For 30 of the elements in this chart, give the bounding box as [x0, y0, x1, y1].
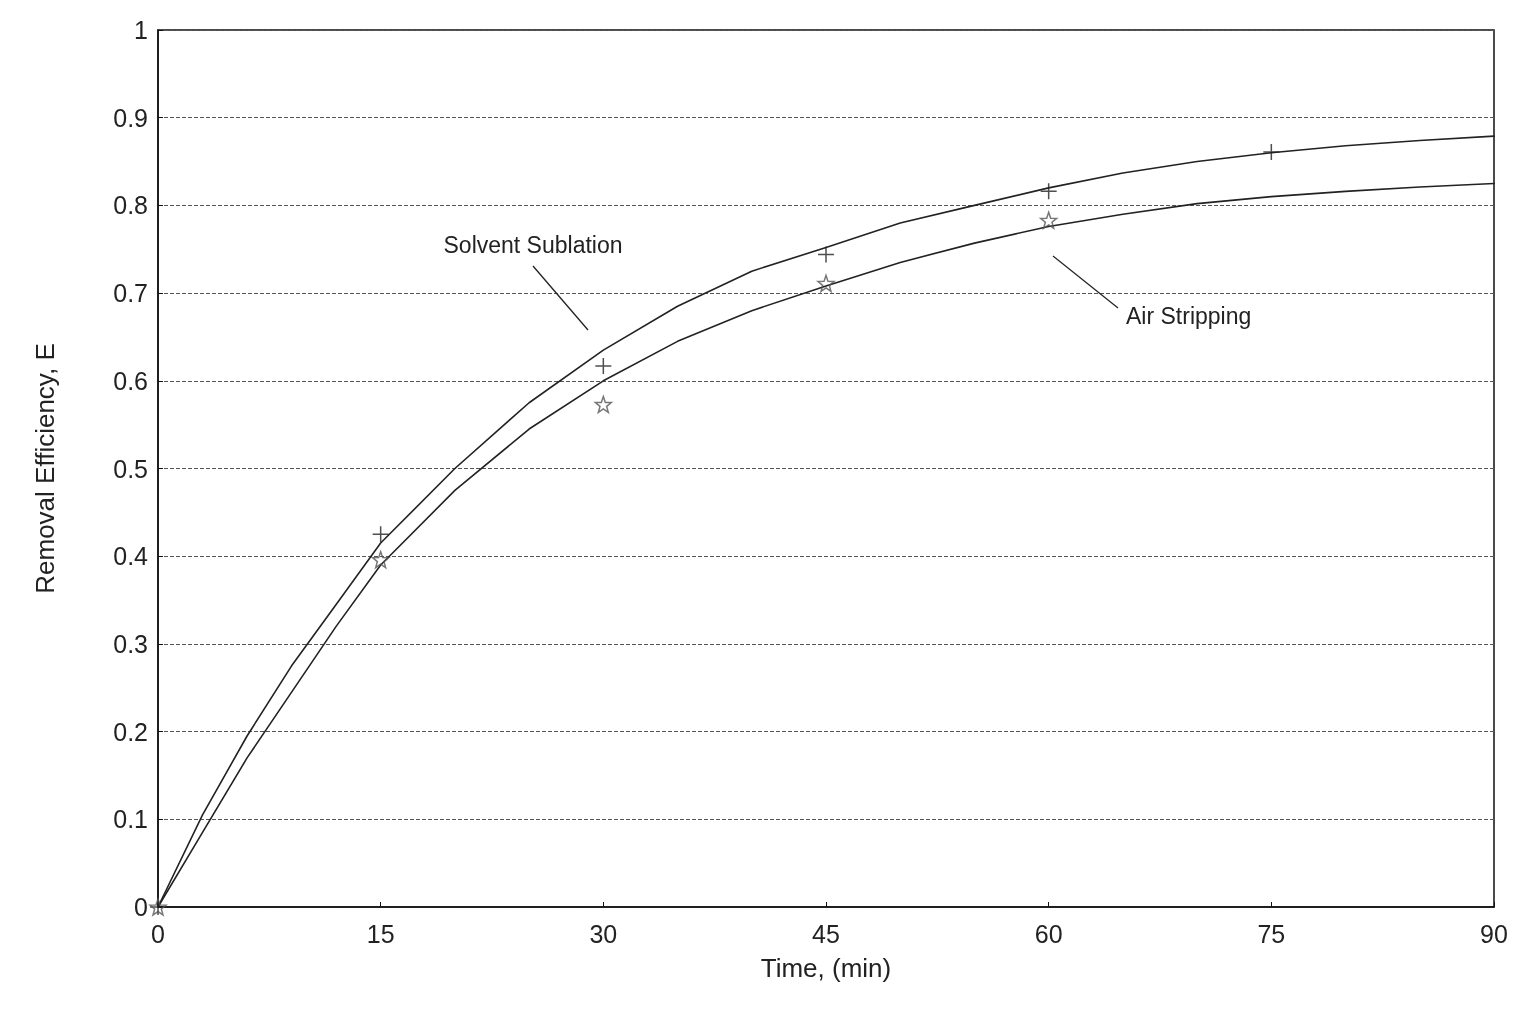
y-tick-label: 0.6: [113, 366, 148, 395]
point: [594, 357, 613, 375]
y-tick-label: 0.8: [113, 191, 148, 220]
y-tick-label: 0.5: [113, 454, 148, 483]
y-axis-title: Removal Efficiency, E: [30, 343, 60, 594]
x-tick-label: 15: [366, 919, 395, 948]
annotation: Air Stripping: [1126, 303, 1252, 329]
x-tick-label: 45: [812, 919, 840, 948]
x-axis-title: Time, (min): [760, 953, 892, 983]
x-tick-label: 90: [1480, 919, 1508, 948]
point: [371, 550, 390, 569]
x-tick-label: 75: [1257, 919, 1286, 948]
point: [817, 245, 835, 264]
y-tick-label: 0.4: [113, 542, 149, 571]
point: [817, 274, 835, 293]
point: [1039, 211, 1058, 230]
annotation: Solvent Sublation: [443, 231, 623, 258]
y-tick-label: 1: [134, 16, 148, 44]
y-tick-label: 0: [134, 893, 148, 921]
y-tick-label: 0.2: [113, 717, 148, 746]
x-tick-label: 60: [1034, 919, 1063, 948]
y-tick-label: 0.3: [113, 629, 148, 658]
y-tick-label: 0.1: [113, 805, 148, 834]
point: [1262, 143, 1281, 161]
point: [594, 395, 613, 414]
y-tick-label: 0.7: [113, 279, 148, 308]
y-tick-label: 0.9: [113, 103, 148, 132]
x-tick-label: 30: [589, 919, 618, 948]
point: [1039, 182, 1058, 201]
point: [371, 525, 390, 544]
